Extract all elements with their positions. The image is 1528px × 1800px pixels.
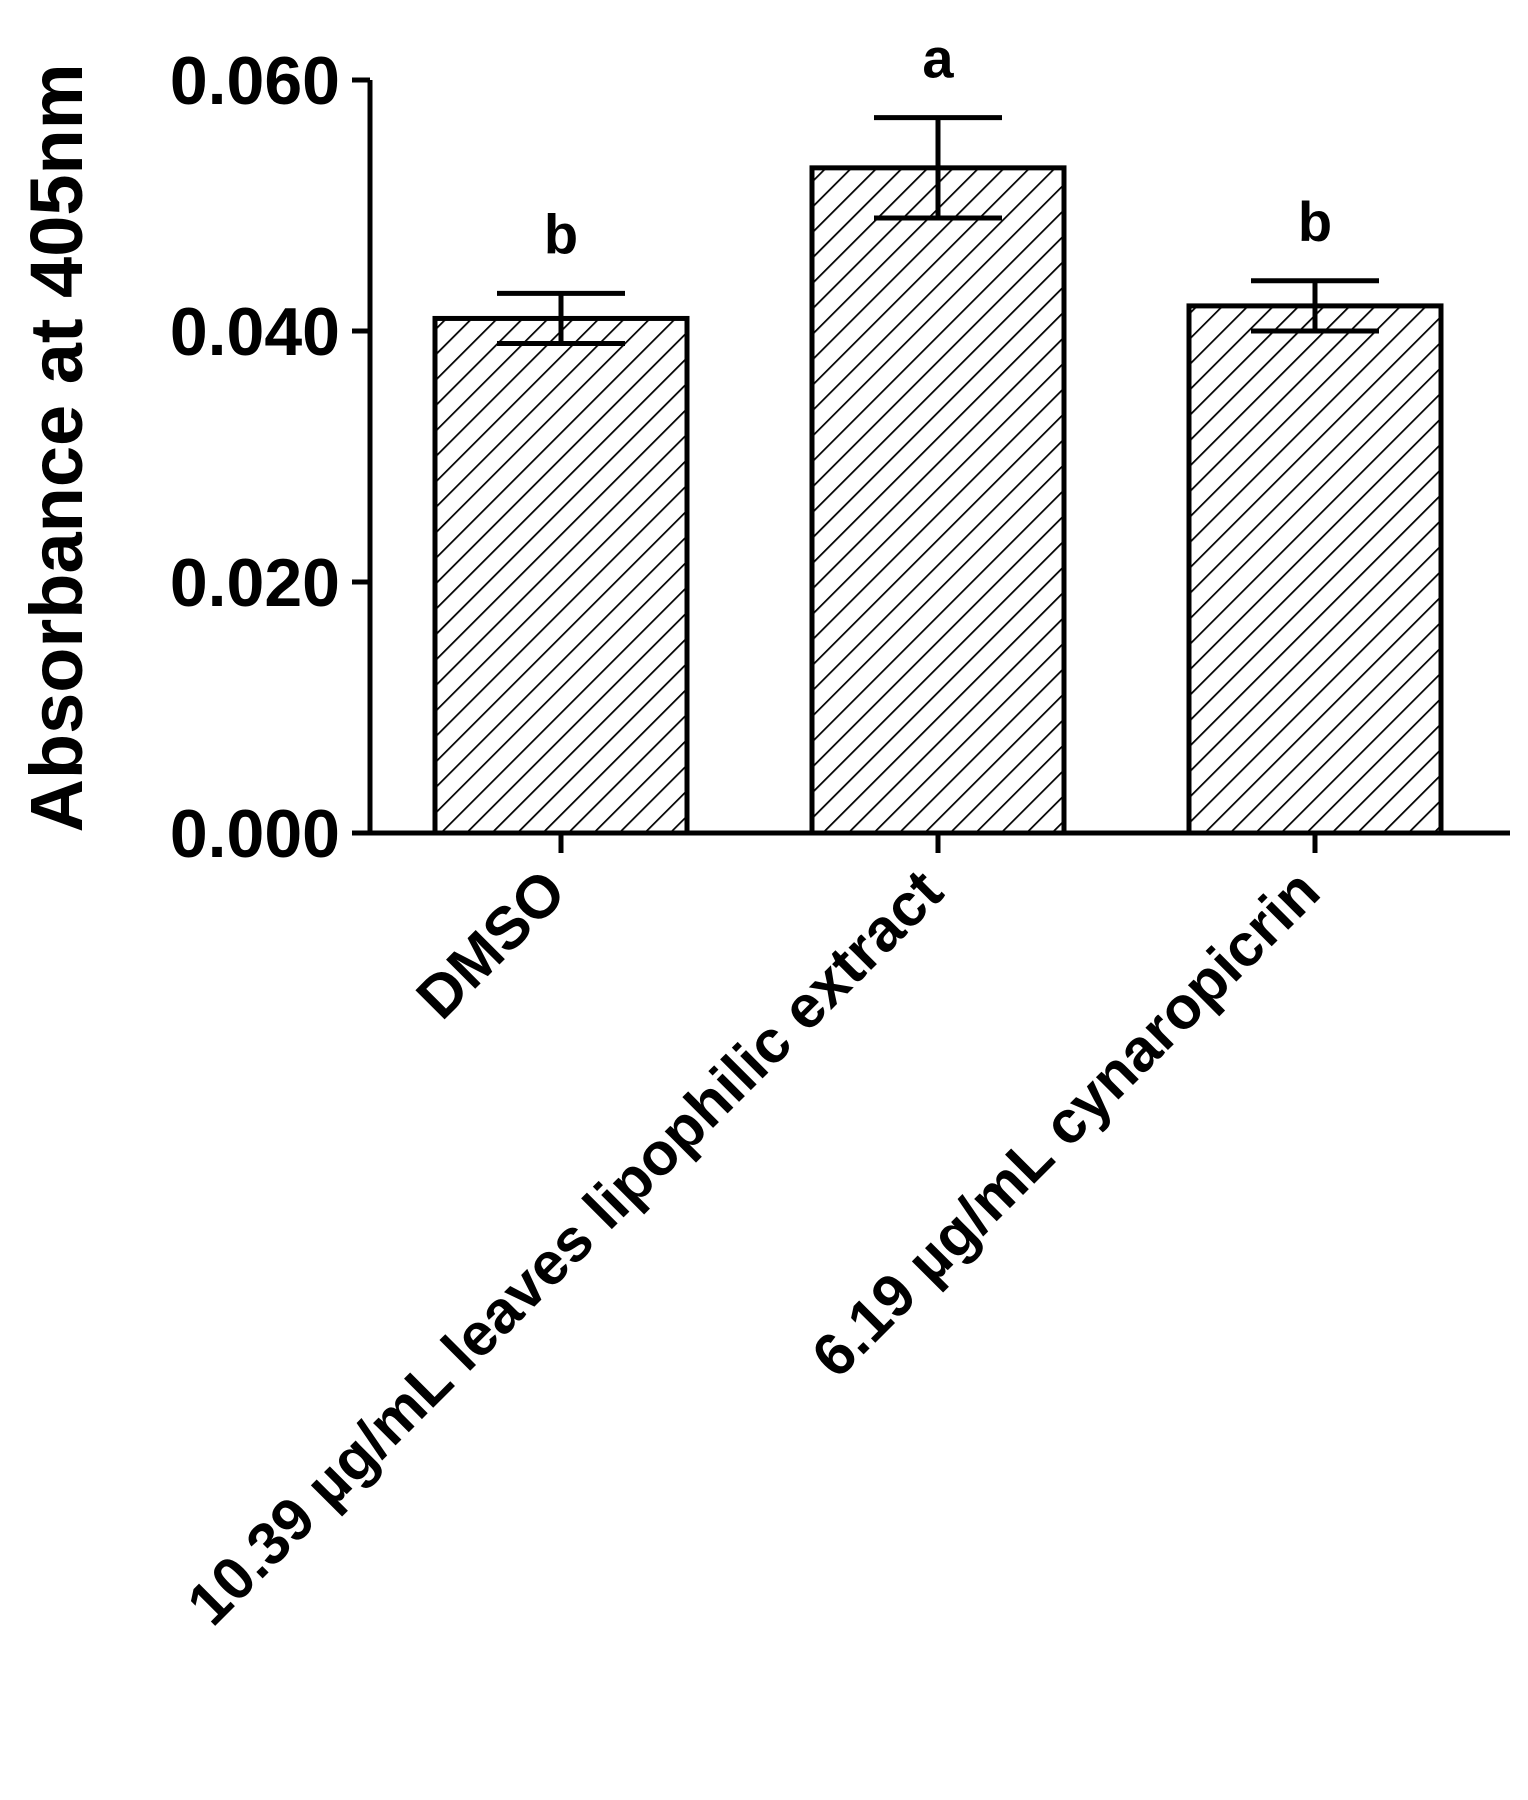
significance-letter: b [544, 202, 578, 265]
y-tick-label: 0.020 [170, 545, 340, 621]
y-tick-label: 0.060 [170, 43, 340, 119]
y-axis: 0.000 0.020 0.040 0.060 [170, 43, 373, 872]
x-tick-label: DMSO [404, 857, 579, 1032]
significance-letter: b [1298, 190, 1332, 253]
y-axis-title: Absorbance at 405nm [15, 63, 98, 832]
x-tick-label: 10.39 µg/mL leaves lipophilic extract [174, 857, 955, 1638]
bar [1186, 303, 1444, 836]
bars: b a b [432, 27, 1444, 836]
y-tick-label: 0.000 [170, 796, 340, 872]
significance-letter: a [922, 27, 954, 90]
bar [809, 165, 1067, 836]
bar [432, 315, 690, 836]
y-tick-label: 0.040 [170, 294, 340, 370]
